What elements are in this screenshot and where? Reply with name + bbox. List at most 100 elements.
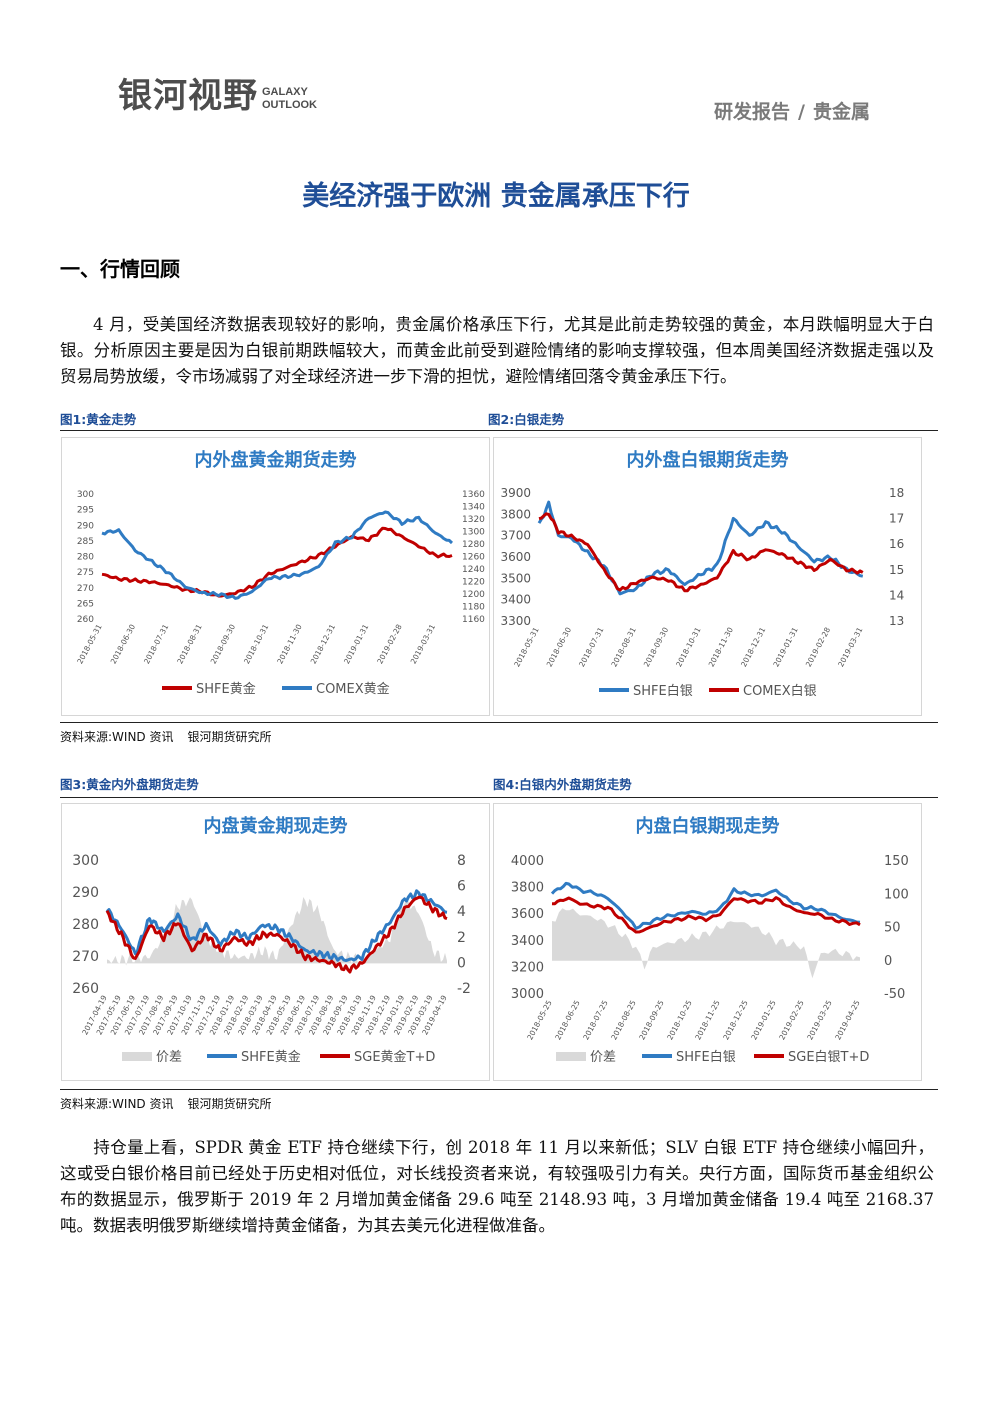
- chart-gold-spot-panel: 内盘黄金期现走势 300 290 280 270 260 8 6 4 2 0 -2 2017-04-19…: [61, 803, 490, 1081]
- y-tick-label: 265: [77, 599, 94, 609]
- paragraph-holdings: 持仓量上看，SPDR 黄金 ETF 持仓继续下行，创 2018 年 11 月以来…: [60, 1135, 934, 1239]
- silver-spot-chart: 内盘白银期现走势 4000 3800 3600 3400 3200 3000 150 100 50…: [511, 815, 909, 1065]
- legend-label: SGE黄金T+D: [354, 1049, 435, 1065]
- x-tick-label: 2019-03-31: [836, 626, 865, 669]
- y2-tick-label: 1160: [462, 615, 485, 625]
- x-tick-label: 2018-09-25: [637, 999, 666, 1042]
- document-title: 美经济强于欧洲 贵金属承压下行: [302, 181, 690, 212]
- y2-tick-label: 1340: [462, 503, 485, 513]
- series-line-1: [105, 889, 448, 962]
- series-line-1: [550, 881, 861, 930]
- y2-tick-label: 150: [884, 854, 909, 869]
- y2-tick-label: 1260: [462, 553, 485, 563]
- y2-tick-label: 8: [457, 853, 466, 869]
- y-tick-label: 3900: [500, 486, 531, 500]
- x-tick-label: 2018-05-31: [75, 623, 104, 666]
- y2-tick-label: 1240: [462, 565, 485, 575]
- y2-tick-label: -50: [884, 987, 905, 1002]
- y-tick-label: 3600: [500, 550, 531, 564]
- figure-bottom-rule: [60, 722, 938, 723]
- y-tick-label: 300: [72, 853, 99, 869]
- category-separator: /: [798, 101, 805, 123]
- source-institute: 银河期货研究所: [187, 1097, 272, 1111]
- y-tick-label: 275: [77, 568, 94, 578]
- x-tick-label: 2019-02-25: [777, 999, 806, 1042]
- source-text: 资料来源:WIND 资讯: [60, 1097, 174, 1111]
- y2-tick-label: 1200: [462, 590, 485, 600]
- figure-3-label: 图3:黄金内外盘期货走势: [60, 777, 199, 792]
- figure-top-rule-2: [60, 797, 938, 798]
- series-line-2: [105, 895, 448, 974]
- series-line-2: [551, 896, 861, 934]
- legend-label: SHFE黄金: [241, 1049, 301, 1065]
- chart-gold-futures-panel: 内外盘黄金期货走势 300 295 290 285 280 275 270 265 260 1360…: [61, 437, 490, 716]
- y2-tick-label: 50: [884, 921, 901, 936]
- paragraph-text: 4 月，受美国经济数据表现较好的影响，贵金属价格承压下行，尤其是此前走势较强的黄…: [60, 315, 934, 386]
- subcategory-label: 贵金属: [812, 101, 870, 123]
- y2-tick-label: 2: [457, 930, 466, 946]
- legend-label: 价差: [590, 1050, 616, 1065]
- legend-label: SGE白银T+D: [788, 1049, 869, 1065]
- legend-label: SHFE黄金: [196, 681, 256, 697]
- legend-label: COMEX白银: [743, 683, 817, 699]
- report-category: 研发报告 / 贵金属: [714, 97, 870, 124]
- source-institute: 银河期货研究所: [187, 730, 272, 744]
- x-tick-label: 2018-08-31: [175, 623, 204, 666]
- x-tick-label: 2018-08-31: [609, 626, 638, 669]
- y2-tick-label: 4: [457, 904, 466, 920]
- x-tick-label: 2019-01-25: [749, 999, 778, 1042]
- x-tick-label: 2018-10-31: [242, 623, 271, 666]
- y-tick-label: 3400: [500, 593, 531, 607]
- section-heading: 一、行情回顾: [60, 257, 180, 281]
- x-tick-label: 2018-11-25: [693, 999, 722, 1042]
- y-tick-label: 280: [72, 917, 99, 933]
- series-line-0: [537, 500, 864, 596]
- series-line-1: [538, 512, 864, 593]
- legend-swatch: [122, 1052, 152, 1061]
- gold-futures-chart: 内外盘黄金期货走势 300 295 290 285 280 275 270 265 260 1360…: [75, 449, 485, 697]
- y-tick-label: 3600: [511, 907, 544, 922]
- y-tick-label: 3800: [511, 881, 544, 896]
- x-tick-label: 2018-12-25: [721, 999, 750, 1042]
- chart-title: 内外盘白银期货走势: [627, 449, 789, 471]
- x-tick-label: 2018-06-30: [109, 623, 138, 666]
- y2-tick-label: 1360: [462, 490, 485, 500]
- chart-title: 内外盘黄金期货走势: [195, 449, 357, 471]
- figure-bottom-rule-2: [60, 1089, 938, 1090]
- x-tick-label: 2019-04-25: [833, 999, 862, 1042]
- silver-futures-chart: 内外盘白银期货走势 3900 3800 3700 3600 3500 3400 3300 18 1…: [500, 449, 904, 699]
- y2-tick-label: 1180: [462, 603, 485, 613]
- legend-label: SHFE白银: [633, 683, 693, 699]
- figure-2-label: 图2:白银走势: [488, 412, 565, 427]
- x-tick-label: 2019-01-31: [342, 623, 371, 666]
- series-area-spread: [552, 908, 860, 979]
- y2-tick-label: 1320: [462, 515, 485, 525]
- y2-tick-label: 0: [457, 955, 466, 971]
- x-tick-label: 2018-06-25: [553, 999, 582, 1042]
- x-tick-label: 2018-05-31: [512, 626, 541, 669]
- x-tick-label: 2018-10-31: [674, 626, 703, 669]
- x-tick-label: 2019-02-28: [375, 623, 404, 666]
- y2-tick-label: 13: [889, 614, 904, 628]
- y2-tick-label: 1280: [462, 540, 485, 550]
- x-tick-label: 2018-09-30: [642, 626, 671, 669]
- y-tick-label: 3300: [500, 614, 531, 628]
- y-tick-label: 285: [77, 537, 94, 547]
- x-tick-label: 2018-10-25: [665, 999, 694, 1042]
- x-tick-label: 2019-03-25: [805, 999, 834, 1042]
- y-tick-label: 290: [77, 521, 94, 531]
- series-line-1: [101, 510, 454, 600]
- figure-1-label: 图1:黄金走势: [60, 412, 137, 427]
- y-tick-label: 270: [77, 584, 94, 594]
- y2-tick-label: 17: [889, 512, 904, 526]
- x-tick-label: 2018-09-30: [209, 623, 238, 666]
- x-tick-label: 2019-02-28: [804, 626, 833, 669]
- y-tick-label: 290: [72, 885, 99, 901]
- y-tick-label: 3800: [500, 507, 531, 521]
- legend-label: SHFE白银: [676, 1049, 736, 1065]
- figure-top-rule: [60, 430, 938, 431]
- x-tick-label: 2018-11-30: [707, 626, 736, 669]
- y2-tick-label: 100: [884, 887, 909, 902]
- y-tick-label: 3700: [500, 529, 531, 543]
- x-tick-label: 2018-07-25: [581, 999, 610, 1042]
